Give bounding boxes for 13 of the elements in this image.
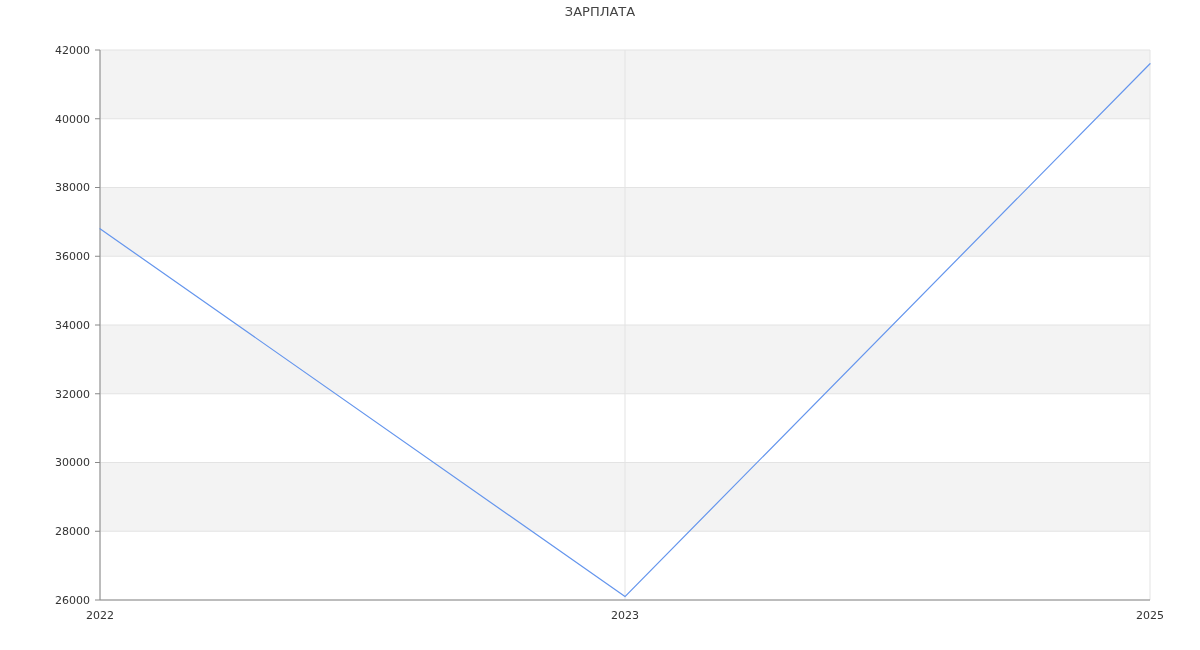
y-tick-label: 30000 [55, 456, 90, 470]
y-tick-label: 40000 [55, 112, 90, 126]
chart-title: ЗАРПЛАТА [564, 4, 636, 19]
x-tick-label: 2025 [1136, 609, 1164, 622]
y-tick-label: 32000 [55, 387, 90, 401]
y-tick-label: 34000 [55, 318, 90, 332]
y-tick-label: 42000 [55, 43, 90, 57]
x-tick-label: 2023 [611, 609, 639, 622]
y-tick-label: 28000 [55, 525, 90, 539]
x-tick-label: 2022 [86, 609, 114, 622]
y-tick-label: 38000 [55, 181, 90, 195]
y-tick-label: 26000 [55, 593, 90, 607]
y-tick-label: 36000 [55, 250, 90, 264]
